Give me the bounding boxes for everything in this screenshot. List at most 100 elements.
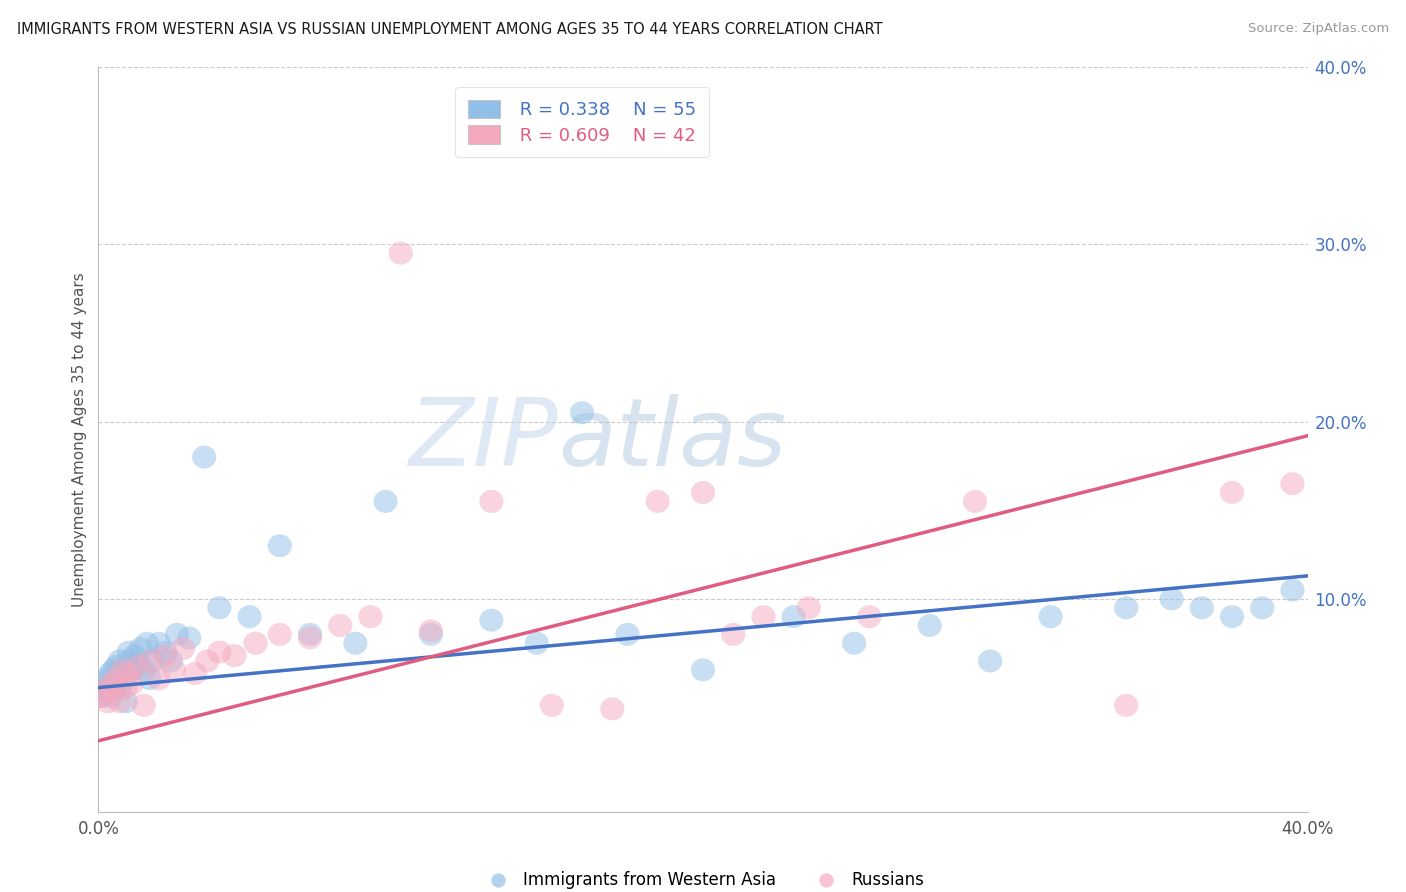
Ellipse shape [600, 698, 624, 721]
Text: ZIP: ZIP [408, 393, 558, 485]
Ellipse shape [172, 637, 195, 660]
Ellipse shape [107, 676, 132, 699]
Ellipse shape [1250, 596, 1274, 619]
Ellipse shape [374, 490, 398, 513]
Ellipse shape [267, 623, 292, 646]
Ellipse shape [1039, 605, 1063, 628]
Ellipse shape [98, 673, 122, 696]
Ellipse shape [162, 658, 186, 681]
Ellipse shape [117, 640, 141, 664]
Ellipse shape [93, 673, 117, 696]
Ellipse shape [98, 685, 122, 708]
Ellipse shape [159, 649, 183, 673]
Ellipse shape [153, 640, 177, 664]
Ellipse shape [918, 614, 942, 637]
Ellipse shape [751, 605, 776, 628]
Text: IMMIGRANTS FROM WESTERN ASIA VS RUSSIAN UNEMPLOYMENT AMONG AGES 35 TO 44 YEARS C: IMMIGRANTS FROM WESTERN ASIA VS RUSSIAN … [17, 22, 883, 37]
Ellipse shape [96, 690, 120, 714]
Y-axis label: Unemployment Among Ages 35 to 44 years: Unemployment Among Ages 35 to 44 years [72, 272, 87, 607]
Ellipse shape [359, 605, 382, 628]
Ellipse shape [963, 490, 987, 513]
Ellipse shape [842, 632, 866, 655]
Ellipse shape [1220, 605, 1244, 628]
Ellipse shape [90, 685, 114, 708]
Ellipse shape [979, 649, 1002, 673]
Ellipse shape [222, 644, 246, 667]
Ellipse shape [1220, 481, 1244, 504]
Ellipse shape [1189, 596, 1213, 619]
Ellipse shape [540, 694, 564, 717]
Ellipse shape [193, 445, 217, 468]
Ellipse shape [96, 676, 120, 699]
Ellipse shape [107, 649, 132, 673]
Ellipse shape [797, 596, 821, 619]
Ellipse shape [419, 623, 443, 646]
Ellipse shape [153, 644, 177, 667]
Ellipse shape [114, 676, 138, 699]
Ellipse shape [132, 658, 156, 681]
Ellipse shape [388, 242, 413, 265]
Ellipse shape [690, 658, 716, 681]
Ellipse shape [645, 490, 669, 513]
Ellipse shape [104, 667, 129, 690]
Text: Source: ZipAtlas.com: Source: ZipAtlas.com [1249, 22, 1389, 36]
Ellipse shape [328, 614, 353, 637]
Ellipse shape [107, 690, 132, 714]
Ellipse shape [690, 481, 716, 504]
Ellipse shape [195, 649, 219, 673]
Ellipse shape [90, 685, 114, 708]
Ellipse shape [616, 623, 640, 646]
Ellipse shape [135, 632, 159, 655]
Ellipse shape [298, 626, 322, 649]
Ellipse shape [238, 605, 262, 628]
Ellipse shape [104, 667, 129, 690]
Ellipse shape [138, 667, 162, 690]
Ellipse shape [721, 623, 745, 646]
Ellipse shape [101, 676, 125, 699]
Ellipse shape [479, 608, 503, 632]
Ellipse shape [117, 662, 141, 685]
Ellipse shape [101, 680, 125, 703]
Ellipse shape [1281, 472, 1305, 495]
Ellipse shape [120, 673, 143, 696]
Ellipse shape [1114, 596, 1139, 619]
Ellipse shape [419, 619, 443, 642]
Ellipse shape [120, 658, 143, 681]
Ellipse shape [1160, 588, 1184, 610]
Ellipse shape [125, 655, 150, 678]
Ellipse shape [569, 401, 595, 425]
Ellipse shape [146, 667, 172, 690]
Ellipse shape [96, 667, 120, 690]
Ellipse shape [125, 653, 150, 676]
Ellipse shape [207, 640, 232, 664]
Text: atlas: atlas [558, 393, 786, 485]
Ellipse shape [1114, 694, 1139, 717]
Ellipse shape [243, 632, 267, 655]
Ellipse shape [98, 662, 122, 685]
Ellipse shape [122, 644, 146, 667]
Ellipse shape [93, 680, 117, 703]
Ellipse shape [524, 632, 548, 655]
Ellipse shape [129, 637, 153, 660]
Ellipse shape [479, 490, 503, 513]
Ellipse shape [104, 655, 129, 678]
Ellipse shape [858, 605, 882, 628]
Ellipse shape [114, 690, 138, 714]
Ellipse shape [183, 662, 207, 685]
Ellipse shape [111, 658, 135, 681]
Ellipse shape [117, 649, 141, 673]
Ellipse shape [298, 623, 322, 646]
Ellipse shape [177, 626, 201, 649]
Ellipse shape [343, 632, 367, 655]
Ellipse shape [111, 667, 135, 690]
Ellipse shape [101, 658, 125, 681]
Ellipse shape [132, 694, 156, 717]
Ellipse shape [782, 605, 806, 628]
Ellipse shape [207, 596, 232, 619]
Ellipse shape [267, 534, 292, 558]
Ellipse shape [165, 623, 188, 646]
Ellipse shape [111, 658, 135, 681]
Ellipse shape [93, 680, 117, 703]
Ellipse shape [138, 649, 162, 673]
Ellipse shape [1281, 579, 1305, 601]
